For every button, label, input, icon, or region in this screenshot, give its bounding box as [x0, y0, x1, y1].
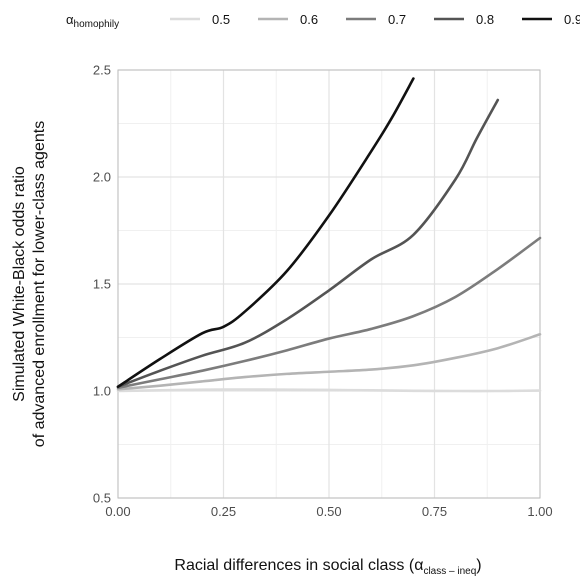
- legend-title: αhomophily: [66, 12, 119, 30]
- legend-label-0-8: 0.8: [476, 12, 494, 27]
- y-axis-ticks: 0.5 1.0 1.5 2.0 2.5: [93, 63, 111, 506]
- x-tick-label: 0.00: [105, 504, 130, 519]
- series-line-0-6: [116, 332, 542, 391]
- x-axis-title-text: Racial differences in social class (: [174, 557, 414, 574]
- y-tick-label: 2.5: [93, 63, 111, 78]
- x-tick-label: 0.75: [422, 504, 447, 519]
- legend-label-0-9: 0.9: [564, 12, 580, 27]
- x-axis-title-subscript: class – ineq: [423, 566, 476, 577]
- series-line-0-9: [116, 77, 415, 389]
- series-line-0-7: [116, 236, 542, 390]
- series-line-0-8: [116, 98, 500, 389]
- x-axis-title-suffix: ): [476, 557, 481, 574]
- legend-label-0-6: 0.6: [300, 12, 318, 27]
- legend: αhomophily 0.5 0.6 0.7 0.8 0.9: [66, 12, 580, 30]
- x-axis-title: Racial differences in social class (αcla…: [174, 557, 481, 577]
- series-line-0-5: [116, 388, 542, 393]
- y-tick-label: 2.0: [93, 170, 111, 185]
- x-tick-label: 0.25: [211, 504, 236, 519]
- legend-label-0-5: 0.5: [212, 12, 230, 27]
- x-axis-title-symbol: α: [414, 557, 423, 574]
- x-tick-label: 1.00: [527, 504, 552, 519]
- y-tick-label: 1.5: [93, 277, 111, 292]
- y-tick-label: 0.5: [93, 491, 111, 506]
- y-axis-title-line-2: of advanced enrollment for lower-class a…: [31, 121, 48, 447]
- y-tick-label: 1.0: [93, 384, 111, 399]
- y-axis-title-line-1: Simulated White-Black odds ratio: [11, 166, 28, 402]
- x-axis-ticks: 0.00 0.25 0.50 0.75 1.00: [105, 504, 552, 519]
- series-layer: [116, 77, 542, 393]
- legend-title-subscript: homophily: [74, 19, 120, 30]
- legend-title-symbol: α: [66, 12, 74, 27]
- legend-label-0-7: 0.7: [388, 12, 406, 27]
- plot-border: [117, 69, 541, 499]
- x-tick-label: 0.50: [316, 504, 341, 519]
